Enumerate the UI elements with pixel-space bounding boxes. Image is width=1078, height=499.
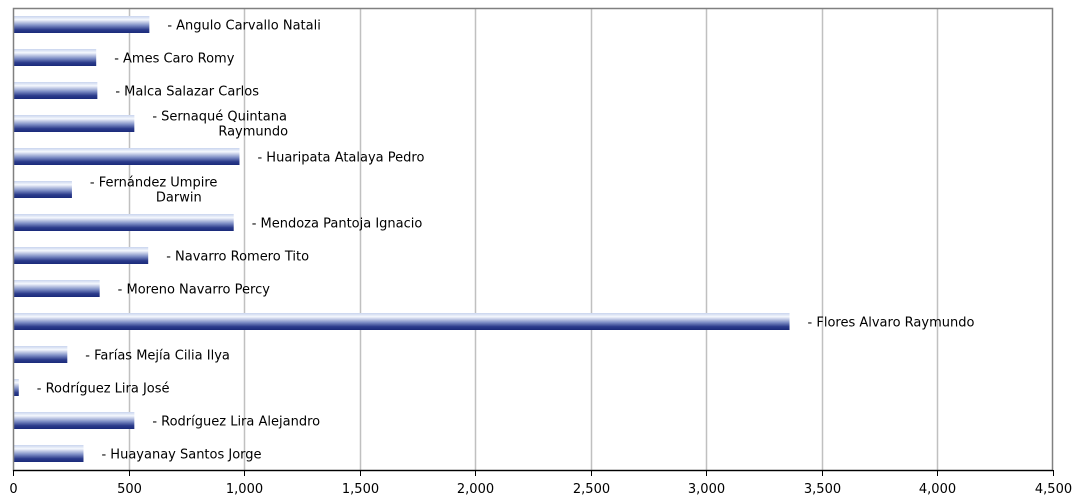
bar	[13, 214, 234, 231]
x-tick-label: 2,500	[573, 482, 610, 497]
x-tick-label: 1,500	[342, 482, 379, 497]
bar	[13, 412, 135, 429]
bar	[13, 313, 790, 330]
bar	[13, 346, 68, 363]
bar-label: - Farías Mejía Cilia Ilya	[85, 349, 230, 364]
x-tick-label: 2,000	[457, 482, 494, 497]
bar	[13, 148, 240, 165]
bar-label: - Angulo Carvallo Natali	[167, 19, 320, 34]
bar-label: - Moreno Navarro Percy	[118, 283, 271, 298]
x-tick-label: 3,000	[688, 482, 725, 497]
bar-label: - Malca Salazar Carlos	[115, 85, 259, 100]
bar-label: - Sernaqué Quintana Raymundo	[152, 110, 288, 140]
bar	[13, 115, 135, 132]
bar	[13, 49, 97, 66]
grid-lines	[128, 8, 939, 470]
bar-label: - Mendoza Pantoja Ignacio	[252, 217, 423, 232]
bar	[13, 379, 19, 396]
bar	[13, 82, 98, 99]
bar-label: - Fernández Umpire Darwin	[90, 176, 217, 206]
bar	[13, 280, 100, 297]
bar	[13, 247, 149, 264]
x-tick-label: 1,000	[226, 482, 263, 497]
x-tick-label: 0	[9, 482, 17, 497]
axes	[12, 7, 1054, 472]
x-tick-label: 4,000	[919, 482, 956, 497]
x-tick-label: 3,500	[804, 482, 841, 497]
bar-label: - Rodríguez Lira Alejandro	[152, 415, 320, 430]
x-tick-label: 4,500	[1035, 482, 1072, 497]
bar-label: - Ames Caro Romy	[114, 52, 235, 67]
x-tick-label: 500	[117, 482, 142, 497]
bar	[13, 181, 72, 198]
x-axis-ticks: 0 500 1,000 1,500 2,000 2,500 3,000 3,500 4,000 4…	[9, 470, 1072, 497]
plot-frame	[12, 7, 1054, 472]
bar	[13, 445, 84, 462]
bar-label: - Navarro Romero Tito	[166, 250, 309, 265]
bar-label: - Huayanay Santos Jorge	[101, 448, 261, 463]
bar-label: - Rodríguez Lira José	[37, 382, 170, 397]
bar-label: - Huaripata Atalaya Pedro	[257, 151, 424, 166]
bar-labels: - Angulo Carvallo Natali - Ames Caro Romy…	[37, 19, 975, 463]
bars	[13, 16, 790, 462]
bar	[13, 16, 150, 33]
bar-label: - Flores Alvaro Raymundo	[808, 316, 975, 331]
